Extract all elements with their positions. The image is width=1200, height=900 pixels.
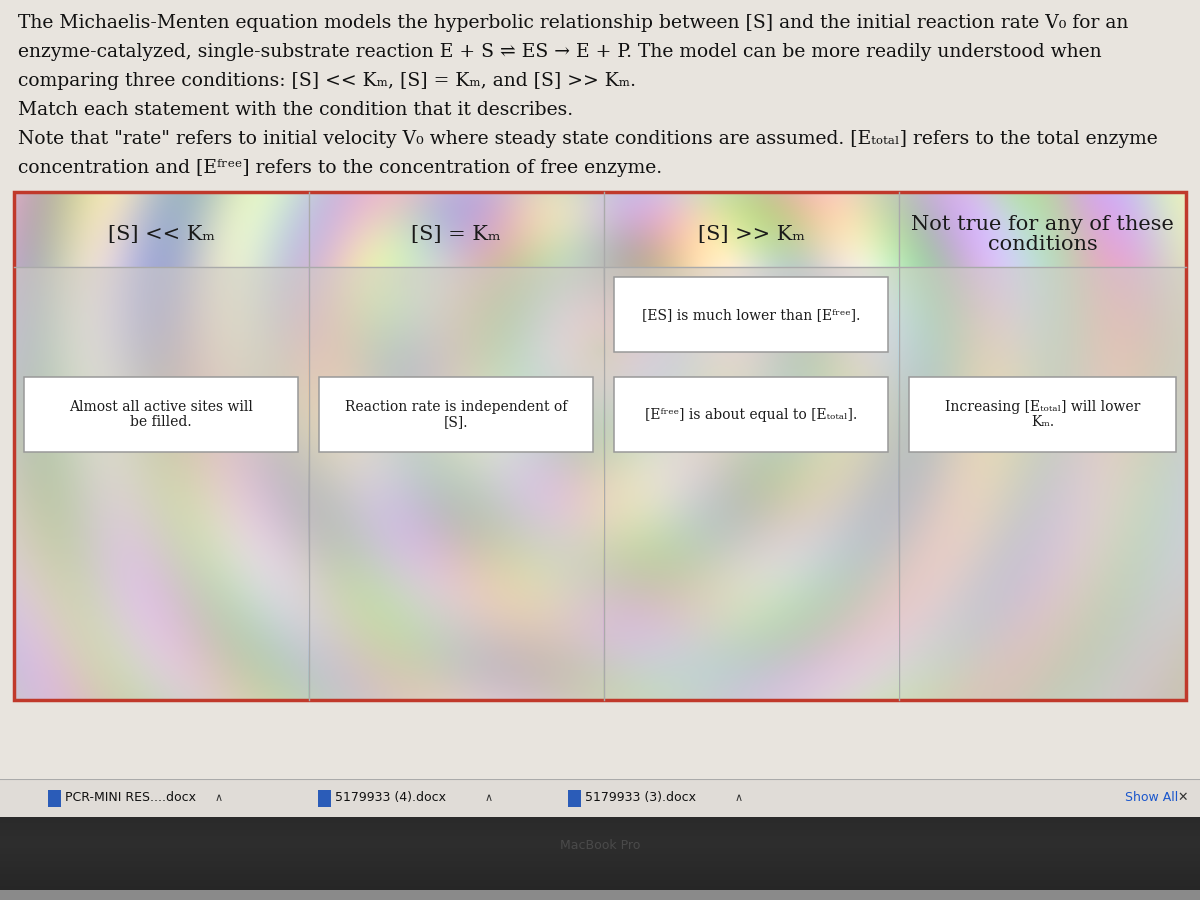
Text: 5179933 (4).docx: 5179933 (4).docx [335,791,446,805]
Text: Kₘ.: Kₘ. [1031,415,1054,429]
Text: ∧: ∧ [734,793,743,803]
Text: ∧: ∧ [485,793,493,803]
Bar [604,267,898,700]
Text: MacBook Pro: MacBook Pro [560,839,640,851]
Bar [318,789,331,807]
Text: [S] >> Kₘ: [S] >> Kₘ [697,225,804,244]
Bar [310,267,604,700]
Text: comparing three conditions: [S] << Kₘ, [S] = Kₘ, and [S] >> Kₘ.: comparing three conditions: [S] << Kₘ, [… [18,72,636,90]
Text: The Michaelis-Menten equation models the hyperbolic relationship between [S] and: The Michaelis-Menten equation models the… [18,14,1128,32]
Text: conditions: conditions [988,235,1097,254]
Bar [568,789,581,807]
Text: Show All: Show All [1126,791,1178,805]
Bar [0,890,1200,900]
Text: PCR-MINI RES....docx: PCR-MINI RES....docx [65,791,196,805]
Text: [S].: [S]. [444,415,468,429]
Bar [14,192,1186,700]
Bar [48,789,61,807]
Text: [S] = Kₘ: [S] = Kₘ [412,225,500,244]
Text: Reaction rate is independent of: Reaction rate is independent of [344,400,568,414]
Text: Note that "rate" refers to initial velocity V₀ where steady state conditions are: Note that "rate" refers to initial veloc… [18,130,1158,148]
Text: concentration and [Eᶠʳᵉᵉ] refers to the concentration of free enzyme.: concentration and [Eᶠʳᵉᵉ] refers to the … [18,159,662,177]
Bar [614,277,888,352]
Bar [24,377,298,453]
Text: [ES] is much lower than [Eᶠʳᵉᵉ].: [ES] is much lower than [Eᶠʳᵉᵉ]. [642,308,860,321]
Text: [S] << Kₘ: [S] << Kₘ [108,225,215,244]
Text: Increasing [Eₜₒₜₐₗ] will lower: Increasing [Eₜₒₜₐₗ] will lower [944,400,1140,414]
Text: Not true for any of these: Not true for any of these [911,214,1174,234]
Bar [614,377,888,453]
Bar [910,377,1176,453]
Text: [Eᶠʳᵉᵉ] is about equal to [Eₜₒₜₐₗ].: [Eᶠʳᵉᵉ] is about equal to [Eₜₒₜₐₗ]. [644,408,857,422]
Text: enzyme-catalyzed, single-substrate reaction E + S ⇌ ES → E + P. The model can be: enzyme-catalyzed, single-substrate react… [18,43,1102,61]
Text: Almost all active sites will: Almost all active sites will [70,400,253,414]
Bar [14,267,308,700]
Text: be filled.: be filled. [130,415,192,429]
Text: ∧: ∧ [215,793,223,803]
Text: Match each statement with the condition that it describes.: Match each statement with the condition … [18,101,574,119]
Bar [319,377,593,453]
Bar [899,267,1186,700]
Text: ✕: ✕ [1177,791,1188,805]
Text: 5179933 (3).docx: 5179933 (3).docx [586,791,696,805]
